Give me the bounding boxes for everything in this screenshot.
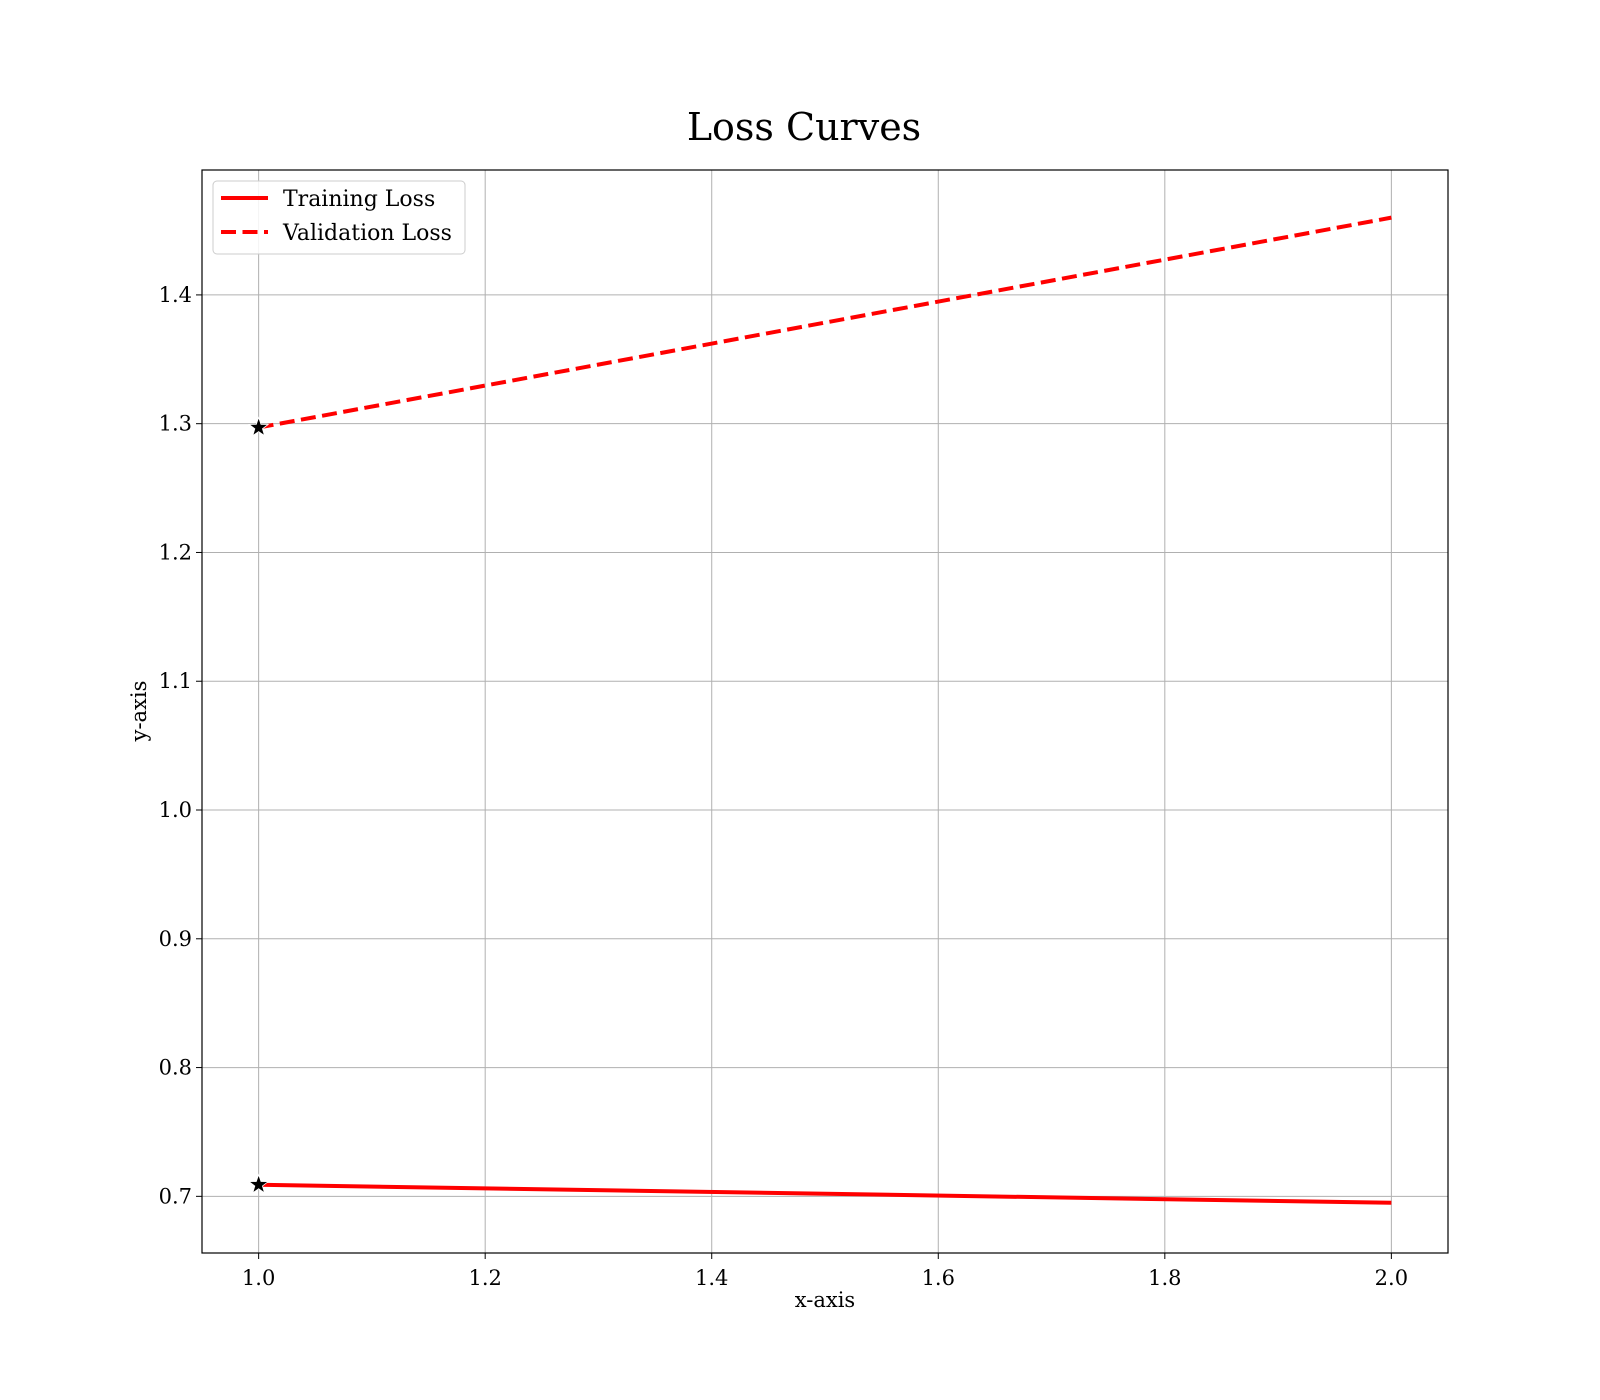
x-tick-label: 1.8 [1148,1266,1181,1290]
legend: Training Loss Validation Loss [212,180,466,255]
x-tick-label: 1.0 [242,1266,275,1290]
y-tick-label: 1.1 [159,669,192,693]
x-tick-label: 1.6 [922,1266,955,1290]
y-axis-label: y-axis [127,681,151,743]
legend-label-training-loss: Training Loss [283,187,435,212]
y-tick-label: 0.7 [159,1184,192,1208]
y-tick-label: 0.9 [159,927,192,951]
star-marker-validation-loss [247,416,270,437]
plot-area-frame [201,169,1449,1254]
legend-box [212,180,466,255]
y-tick-label: 0.8 [159,1056,192,1080]
chart-title: Loss Curves [687,105,921,149]
y-tick-label: 1.2 [159,540,192,564]
series-group [247,215,1392,1205]
x-tick-label: 1.2 [468,1266,501,1290]
axis-ticks: 1.0 1.2 1.4 1.6 1.8 2.0 0.7 0.8 0.9 1.0 1.1 1.2 1.3 1… [159,283,1408,1290]
series-line-validation-loss [258,215,1392,430]
series-line-training-loss [258,1182,1392,1205]
y-tick-label: 1.0 [159,798,192,822]
legend-label-validation-loss: Validation Loss [282,221,452,246]
x-tick-label: 1.4 [695,1266,728,1290]
grid-lines [202,170,1448,1253]
star-marker-training-loss [247,1173,270,1194]
y-tick-label: 1.3 [159,412,192,436]
x-axis-label: x-axis [795,1288,855,1312]
y-tick-label: 1.4 [159,283,192,307]
x-tick-label: 2.0 [1375,1266,1408,1290]
